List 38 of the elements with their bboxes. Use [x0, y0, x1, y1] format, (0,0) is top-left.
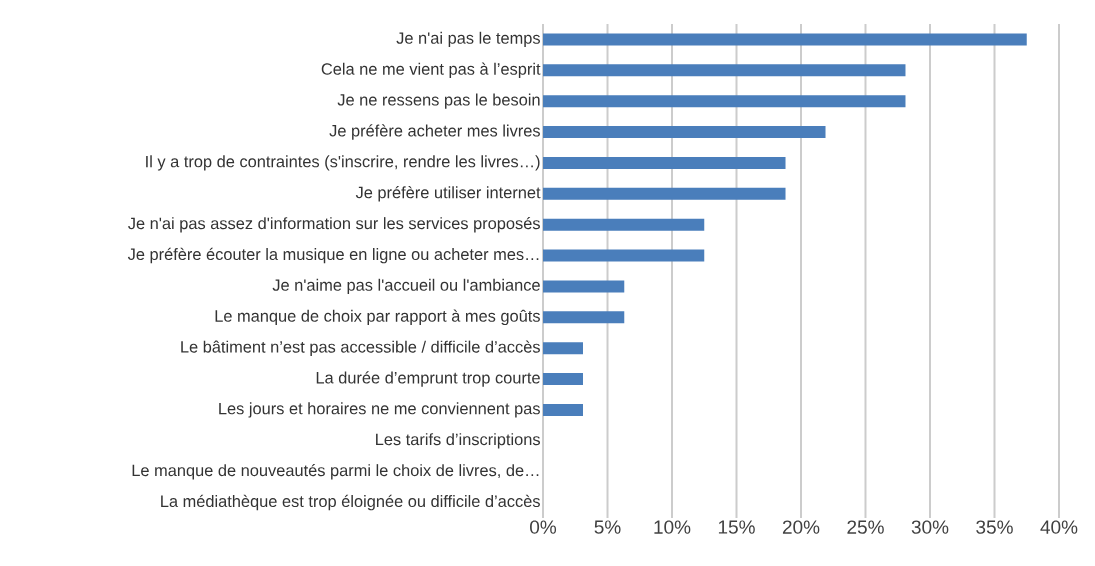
bar: [543, 218, 705, 231]
y-tick-label: Je préfère écouter la musique en ligne ou acheter mes…: [127, 247, 539, 264]
y-tick-label: Les tarifs d’inscriptions: [376, 433, 540, 449]
y-tick-label: Je préfère utiliser internet: [355, 186, 541, 202]
bar: [543, 342, 583, 355]
x-tick-label: 10%: [654, 520, 691, 534]
bar: [543, 95, 906, 108]
bar: [543, 373, 583, 386]
y-tick-label: Je préfère acheter mes livres: [329, 124, 540, 140]
x-tick-label: 0%: [530, 520, 557, 534]
y-tick-label: La durée d’emprunt trop courte: [316, 371, 540, 387]
y-tick-label: La médiathèque est trop éloignée ou difficile d’accès: [161, 494, 540, 511]
bar: [543, 64, 906, 77]
x-tick-label: 25%: [847, 520, 884, 534]
y-tick-label: Le manque de nouveautés parmi le choix de livres, de…: [132, 463, 539, 480]
x-tick-label: 20%: [782, 520, 820, 534]
bar: [543, 249, 705, 262]
y-tick-label: Le bâtiment n’est pas accessible / difficile d’accès: [181, 340, 540, 356]
x-tick-label: 5%: [594, 520, 621, 534]
bar: [543, 33, 1027, 46]
bar: [543, 126, 826, 139]
y-tick-label: Je n'ai pas assez d'information sur les services proposés: [128, 216, 540, 233]
x-tick-label: 40%: [1040, 520, 1078, 534]
y-tick-label: Les jours et horaires ne me conviennent pas: [219, 402, 540, 418]
x-tick-label: 35%: [976, 520, 1013, 534]
x-tick-label: 30%: [911, 520, 949, 534]
bar: [543, 280, 625, 293]
y-tick-label: Le manque de choix par rapport à mes goûts: [215, 309, 540, 326]
y-tick-label: Cela ne me vient pas à l’esprit: [321, 62, 541, 79]
y-tick-label: Je ne ressens pas le besoin: [337, 93, 540, 109]
bar: [543, 403, 583, 416]
y-tick-label: Je n'aime pas l'accueil ou l'ambiance: [272, 278, 540, 295]
y-tick-label: Je n'ai pas le temps: [396, 31, 540, 48]
bar: [543, 156, 786, 169]
bar: [543, 187, 786, 200]
bar: [543, 311, 625, 324]
y-tick-label: Il y a trop de contraintes (s'inscrire, rendre les livres…): [146, 155, 540, 171]
x-tick-label: 15%: [718, 520, 755, 534]
